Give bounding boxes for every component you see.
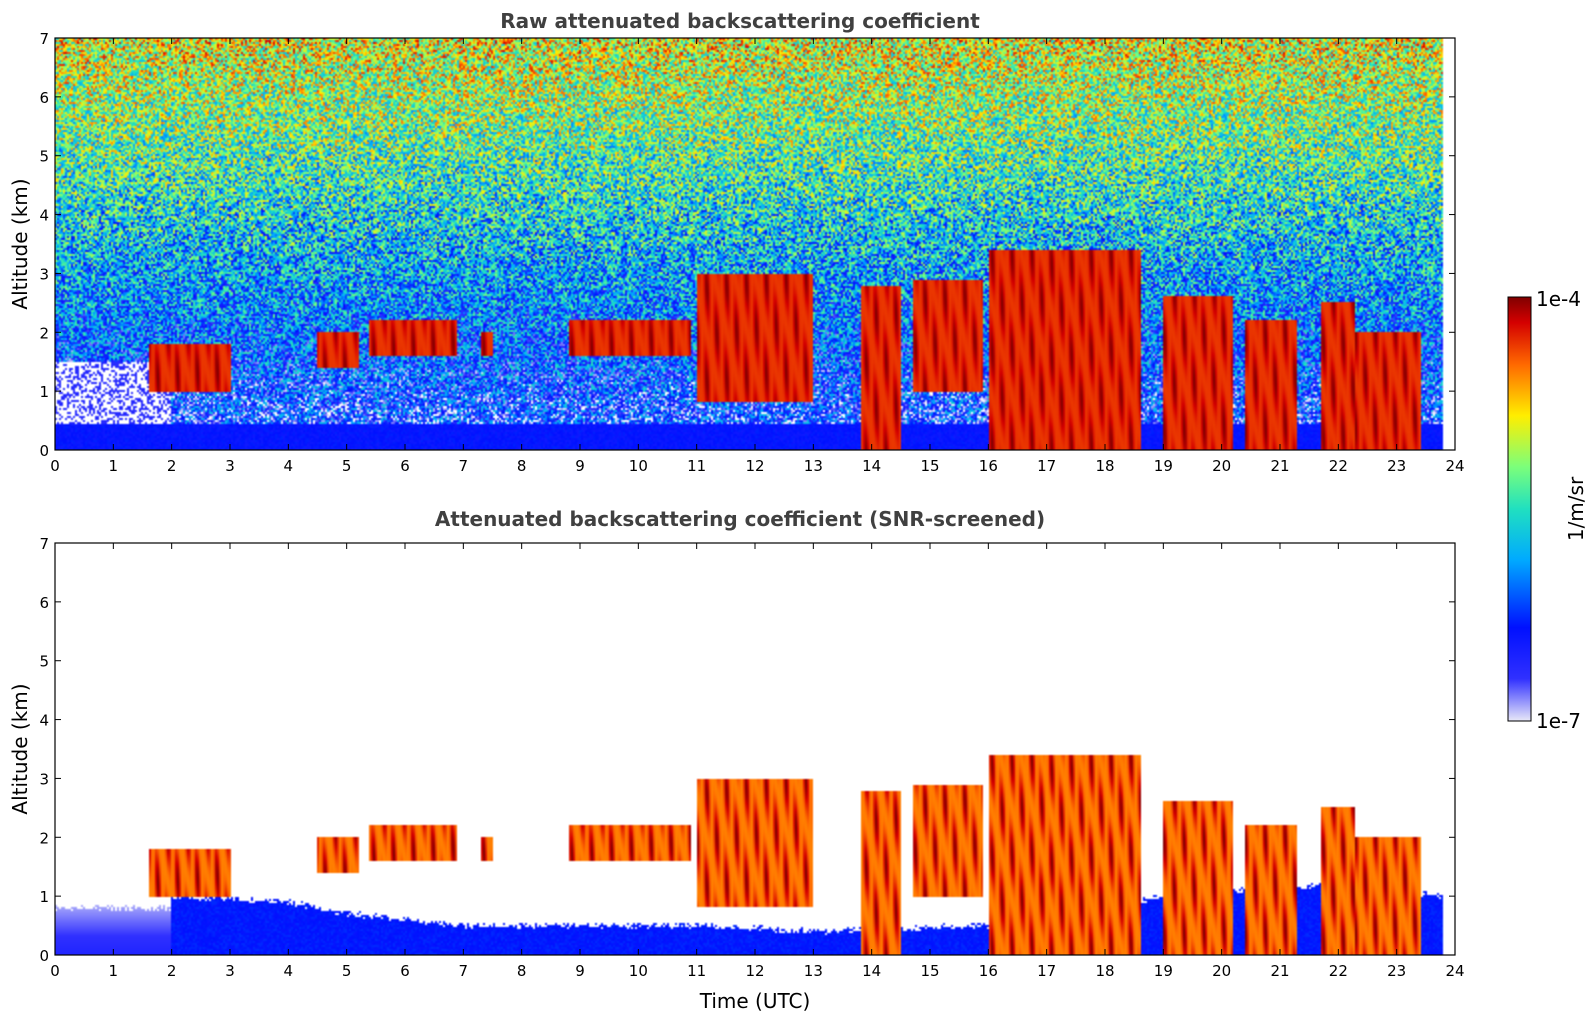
- x-tick-label: 9: [575, 962, 585, 980]
- y-tick-label: 6: [39, 594, 49, 612]
- y-tick-label: 7: [39, 535, 49, 553]
- x-tick-label: 4: [284, 962, 294, 980]
- colorbar-unit-label: 1/m/sr: [1564, 476, 1588, 541]
- y-tick-label: 5: [39, 148, 49, 166]
- x-tick-label: 3: [225, 457, 235, 475]
- x-tick-label: 14: [862, 457, 881, 475]
- x-tick-label: 0: [50, 962, 60, 980]
- x-tick-label: 18: [1095, 457, 1114, 475]
- x-tick-label: 23: [1387, 457, 1406, 475]
- panel-raw-ticks: 0 1 2 3 4 5 6 7 8 9 10 11 12 13 14 15 16 17 18 19 20 21 22 23 24…: [39, 30, 1464, 475]
- panel-snr-plot: 0 1 2 3 4 5 6 7 8 9 10 11 12 13 14 15 16 17 18 19 20 21 22 23 24…: [39, 535, 1464, 980]
- y-tick-label: 0: [39, 947, 49, 965]
- x-tick-label: 8: [517, 962, 527, 980]
- y-tick-label: 0: [39, 442, 49, 460]
- y-tick-label: 4: [39, 207, 49, 225]
- x-tick-label: 16: [979, 457, 998, 475]
- x-tick-label: 2: [167, 962, 177, 980]
- x-tick-label: 7: [459, 962, 469, 980]
- x-tick-label: 0: [50, 457, 60, 475]
- x-tick-label: 6: [400, 457, 410, 475]
- x-tick-label: 21: [1270, 962, 1289, 980]
- x-tick-label: 9: [575, 457, 585, 475]
- y-tick-label: 3: [39, 265, 49, 283]
- x-tick-label: 13: [804, 457, 823, 475]
- x-tick-label: 24: [1445, 962, 1464, 980]
- x-tick-label: 10: [629, 457, 648, 475]
- x-tick-label: 20: [1212, 457, 1231, 475]
- x-tick-label: 15: [920, 962, 939, 980]
- y-tick-label: 3: [39, 770, 49, 788]
- x-tick-label: 17: [1037, 962, 1056, 980]
- x-tick-label: 5: [342, 457, 352, 475]
- x-tick-label: 1: [109, 457, 119, 475]
- panel-raw-title: Raw attenuated backscattering coefficien…: [500, 9, 980, 33]
- y-tick-label: 7: [39, 30, 49, 48]
- panel-snr-ylabel: Altitude (km): [8, 683, 32, 814]
- x-tick-label: 13: [804, 962, 823, 980]
- colorbar-gradient: [1507, 296, 1532, 722]
- x-tick-label: 23: [1387, 962, 1406, 980]
- colorbar-min-label: 1e-7: [1536, 709, 1581, 733]
- panel-raw: Raw attenuated backscattering coefficien…: [8, 9, 1465, 475]
- x-tick-label: 10: [629, 962, 648, 980]
- y-tick-label: 4: [39, 712, 49, 730]
- x-tick-label: 21: [1270, 457, 1289, 475]
- y-tick-label: 2: [39, 324, 49, 342]
- y-tick-label: 2: [39, 829, 49, 847]
- x-tick-label: 20: [1212, 962, 1231, 980]
- colorbar: 1e-4 1e-7 1/m/sr: [1507, 287, 1588, 733]
- x-tick-label: 5: [342, 962, 352, 980]
- panel-raw-ylabel: Altitude (km): [8, 178, 32, 309]
- panel-snr: Attenuated backscattering coefficient (S…: [8, 507, 1465, 1013]
- x-tick-label: 3: [225, 962, 235, 980]
- x-tick-label: 11: [687, 962, 706, 980]
- y-tick-label: 6: [39, 89, 49, 107]
- x-tick-label: 22: [1329, 457, 1348, 475]
- panel-snr-heatmap: [55, 543, 1455, 955]
- x-tick-label: 18: [1095, 962, 1114, 980]
- x-tick-label: 19: [1154, 962, 1173, 980]
- x-tick-label: 22: [1329, 962, 1348, 980]
- x-tick-label: 16: [979, 962, 998, 980]
- y-tick-label: 5: [39, 653, 49, 671]
- colorbar-max-label: 1e-4: [1536, 287, 1581, 311]
- panel-snr-ticks: 0 1 2 3 4 5 6 7 8 9 10 11 12 13 14 15 16 17 18 19 20 21 22 23 24…: [39, 535, 1464, 980]
- panel-raw-plot: 0 1 2 3 4 5 6 7 8 9 10 11 12 13 14 15 16 17 18 19 20 21 22 23 24…: [39, 30, 1464, 475]
- x-tick-label: 2: [167, 457, 177, 475]
- x-tick-label: 19: [1154, 457, 1173, 475]
- x-tick-label: 15: [920, 457, 939, 475]
- x-tick-label: 1: [109, 962, 119, 980]
- x-tick-label: 17: [1037, 457, 1056, 475]
- panel-snr-xlabel: Time (UTC): [699, 989, 811, 1013]
- panel-snr-title: Attenuated backscattering coefficient (S…: [435, 507, 1045, 531]
- x-tick-label: 8: [517, 457, 527, 475]
- x-tick-label: 12: [745, 457, 764, 475]
- x-tick-label: 24: [1445, 457, 1464, 475]
- x-tick-label: 6: [400, 962, 410, 980]
- x-tick-label: 14: [862, 962, 881, 980]
- x-tick-label: 7: [459, 457, 469, 475]
- panel-raw-heatmap: [55, 38, 1455, 450]
- y-tick-label: 1: [39, 888, 49, 906]
- x-tick-label: 11: [687, 457, 706, 475]
- y-tick-label: 1: [39, 383, 49, 401]
- x-tick-label: 12: [745, 962, 764, 980]
- x-tick-label: 4: [284, 457, 294, 475]
